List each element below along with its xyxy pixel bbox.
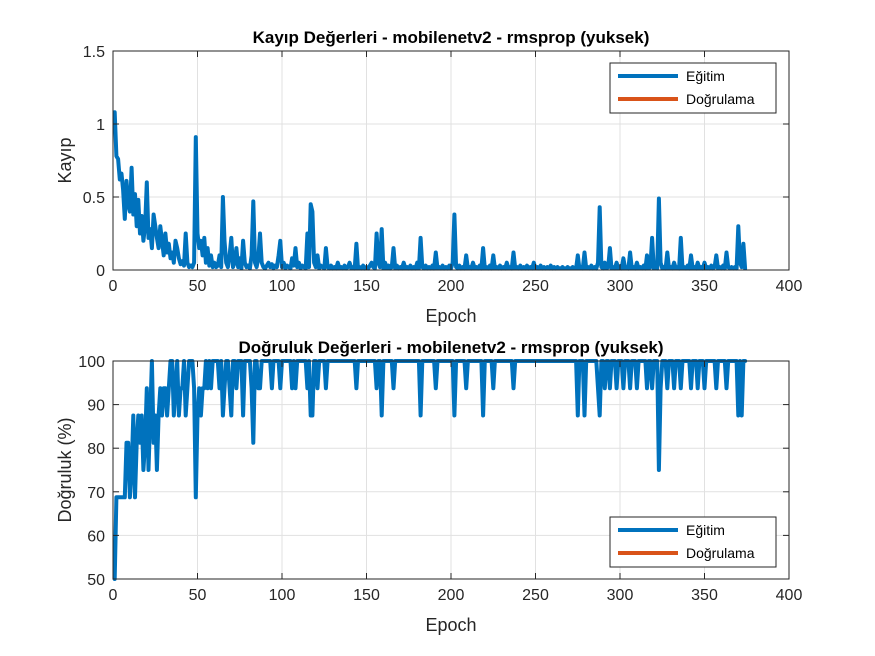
legend-box	[609, 62, 777, 114]
x-tick-label: 50	[189, 587, 207, 604]
y-tick-label: 60	[87, 528, 105, 545]
x-axis-label: Epoch	[425, 306, 476, 326]
legend: Eğitim Doğrulama	[609, 62, 777, 114]
x-tick-label: 300	[607, 278, 634, 295]
x-tick-label: 350	[691, 587, 718, 604]
legend-entry: Eğitim	[686, 68, 725, 84]
loss-chart: 0 50 100 150 200 250 300 350 400 0 0.5 1 1.5 Kayıp De…	[55, 28, 802, 326]
y-tick-label: 50	[87, 572, 105, 589]
legend-entry: Eğitim	[686, 522, 725, 538]
y-tick-label: 70	[87, 485, 105, 502]
x-tick-label: 150	[353, 278, 380, 295]
y-tick-label: 1.5	[83, 44, 105, 61]
y-tick-label: 100	[78, 354, 105, 371]
x-tick-label: 50	[189, 278, 207, 295]
x-tick-label: 400	[776, 278, 803, 295]
x-tick-label: 0	[109, 587, 118, 604]
y-tick-label: 0.5	[83, 190, 105, 207]
x-axis-label: Epoch	[425, 615, 476, 635]
y-tick-label: 0	[96, 263, 105, 280]
legend-entry: Doğrulama	[686, 91, 755, 107]
y-tick-label: 80	[87, 441, 105, 458]
x-tick-label: 300	[607, 587, 634, 604]
legend-box	[609, 516, 777, 568]
series-line-egitim	[112, 110, 748, 271]
chart-title: Doğruluk Değerleri - mobilenetv2 - rmspr…	[238, 338, 663, 357]
legend-entry: Doğrulama	[686, 545, 755, 561]
x-tick-label: 150	[353, 587, 380, 604]
y-tick-label: 1	[96, 117, 105, 134]
y-axis-label: Doğruluk (%)	[55, 417, 75, 522]
accuracy-chart: 0 50 100 150 200 250 300 350 4005060708090100Doğ…	[55, 338, 802, 635]
x-tick-label: 200	[438, 278, 465, 295]
x-tick-label: 350	[691, 278, 718, 295]
y-axis-label: Kayıp	[55, 137, 75, 183]
y-tick-label: 90	[87, 398, 105, 415]
x-tick-label: 200	[438, 587, 465, 604]
x-tick-label: 0	[109, 278, 118, 295]
x-tick-label: 250	[522, 587, 549, 604]
x-tick-label: 100	[269, 278, 296, 295]
x-tick-label: 250	[522, 278, 549, 295]
x-tick-label: 400	[776, 587, 803, 604]
x-tick-label: 100	[269, 587, 296, 604]
chart-title: Kayıp Değerleri - mobilenetv2 - rmsprop …	[253, 28, 650, 47]
legend: Eğitim Doğrulama	[609, 516, 777, 568]
